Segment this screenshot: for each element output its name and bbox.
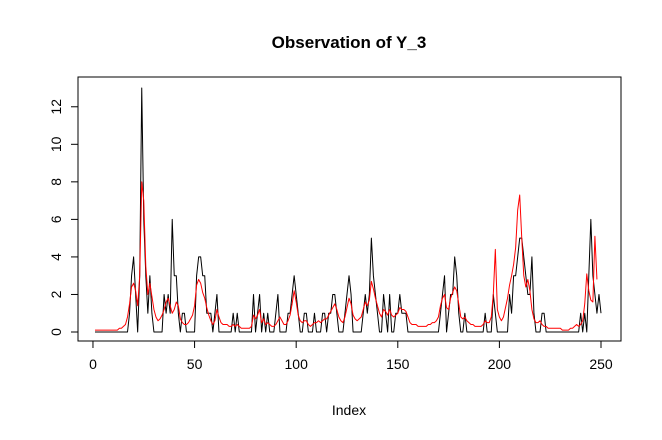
chart-title: Observation of Y_3 [272, 33, 427, 52]
series-layer [95, 87, 602, 333]
plot-frame [77, 76, 622, 342]
x-tick-label: 250 [589, 356, 613, 372]
y-tick-label: 10 [48, 136, 64, 152]
y-tick-label: 8 [48, 178, 64, 186]
y-axis: 0 2 4 6 8 10 12 [48, 99, 79, 336]
x-axis: 0 50 100 150 200 250 [89, 340, 613, 372]
x-tick-label: 200 [488, 356, 512, 372]
x-tick-label: 0 [89, 356, 97, 372]
x-tick-label: 100 [285, 356, 309, 372]
series-line-1 [95, 87, 602, 333]
y-tick-label: 6 [48, 215, 64, 223]
x-axis-label: Index [332, 402, 366, 418]
x-tick-label: 150 [386, 356, 410, 372]
series-line-2 [95, 181, 598, 331]
y-tick-label: 12 [48, 99, 64, 115]
x-tick-label: 50 [187, 356, 203, 372]
y-tick-label: 0 [48, 328, 64, 336]
y-tick-label: 4 [48, 253, 64, 261]
y-tick-label: 2 [48, 290, 64, 298]
